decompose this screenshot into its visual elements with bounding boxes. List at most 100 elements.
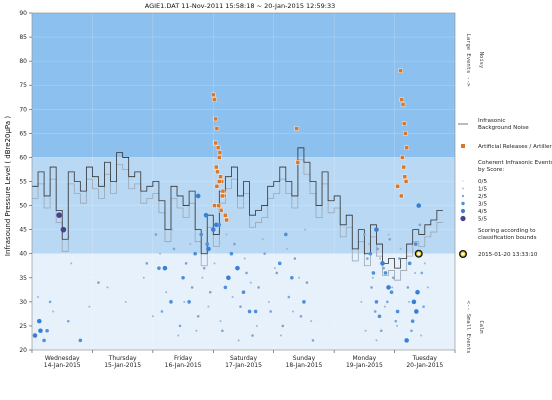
event-point (261, 238, 264, 241)
event-point (406, 286, 410, 289)
side-label-small-events: <-- Small Events (465, 301, 471, 354)
x-date-label: 15-Jan-2015 (104, 362, 141, 369)
legend-noise-label: Infrasonic (478, 118, 505, 124)
event-point (382, 266, 385, 270)
event-point (36, 318, 42, 324)
event-point (379, 329, 383, 333)
event-point (399, 247, 402, 250)
y-tick-label: 60 (19, 154, 27, 161)
event-point (184, 262, 188, 265)
artillery-point (395, 184, 400, 189)
event-point (165, 291, 168, 294)
x-date-label: 18-Jan-2015 (286, 362, 323, 369)
event-point (233, 242, 236, 246)
event-point (277, 261, 282, 266)
chart-title: AGIE1.DAT 11-Nov-2011 15:58:18 ~ 20-Jan-… (145, 2, 335, 10)
y-tick-label: 85 (19, 34, 27, 41)
event-point (106, 286, 109, 289)
event-point (32, 333, 38, 338)
x-day-label: Saturday (230, 355, 257, 362)
artillery-point (211, 92, 216, 98)
y-axis-title: Infrasound Pressure Level ( dBre20µPa ) (4, 116, 12, 256)
band-large-events (32, 13, 455, 158)
event-point (207, 305, 210, 308)
y-tick-label: 55 (19, 179, 27, 186)
y-tick-label: 20 (19, 347, 27, 354)
legend-highlight-label: 2015-01-20 13:33:10 (478, 252, 538, 258)
y-tick-label: 65 (19, 130, 27, 137)
event-point (310, 320, 313, 323)
event-point (293, 257, 297, 260)
legend-score-label: 1/5 (478, 187, 487, 193)
legend-score-label: 3/5 (478, 202, 487, 208)
event-point (389, 290, 394, 295)
event-point (171, 228, 174, 231)
event-point (124, 300, 127, 303)
event-point (225, 233, 228, 236)
event-point (203, 212, 209, 218)
event-point (290, 275, 294, 280)
event-point (251, 334, 254, 337)
artillery-point (403, 179, 409, 184)
event-point (281, 324, 285, 328)
x-day-label: Thursday (108, 355, 137, 362)
event-point (422, 305, 425, 308)
artillery-point (215, 169, 220, 175)
event-point (404, 338, 409, 343)
event-point (374, 300, 379, 304)
band-small-events (32, 253, 455, 350)
event-point (229, 251, 234, 256)
event-point (48, 300, 52, 304)
legend-score-label: 4/5 (478, 209, 487, 215)
artillery-point (216, 203, 221, 208)
event-point (298, 276, 301, 279)
event-point (201, 276, 204, 279)
event-point (360, 300, 363, 303)
event-point (304, 228, 307, 231)
legend-score-label: 2/5 (478, 194, 487, 200)
event-point (376, 247, 379, 251)
artillery-point (224, 217, 229, 223)
event-point (414, 271, 417, 274)
artillery-point (402, 121, 407, 126)
event-point (37, 296, 40, 299)
event-point (70, 262, 73, 265)
artillery-point (404, 145, 409, 151)
event-point (292, 310, 295, 313)
event-point (66, 319, 70, 323)
legend-highlight-ring (460, 251, 466, 257)
event-point (245, 271, 248, 275)
plot-area (31, 12, 456, 351)
artillery-point (212, 203, 217, 208)
event-point (279, 334, 282, 337)
artillery-point (401, 164, 406, 170)
event-point (193, 251, 197, 256)
x-day-label: Wednesday (45, 355, 80, 362)
event-point (217, 223, 222, 227)
y-tick-label: 50 (19, 203, 27, 210)
legend-coherent-title: Coherent Infrasonic Events, (478, 160, 552, 166)
event-point (370, 286, 373, 289)
legend-score-marker (460, 208, 466, 214)
event-point (423, 262, 426, 265)
event-point (221, 329, 224, 333)
event-point (145, 262, 149, 265)
event-point (253, 309, 258, 314)
event-point (418, 223, 422, 227)
event-point (392, 276, 395, 280)
y-tick-label: 25 (19, 323, 27, 330)
artillery-point (220, 188, 226, 194)
event-point (383, 271, 388, 275)
artillery-point (400, 155, 405, 160)
highlight-point-ring (416, 251, 422, 257)
artillery-point (217, 150, 223, 155)
event-point (380, 261, 385, 266)
event-point (52, 310, 55, 313)
event-point (414, 309, 419, 314)
legend-artillery-label: Artificial Releases / Artillery (478, 144, 552, 150)
artillery-point (294, 126, 299, 131)
artillery-point (215, 145, 221, 151)
event-point (368, 243, 371, 246)
artillery-point (220, 193, 225, 199)
artillery-point (399, 97, 405, 102)
